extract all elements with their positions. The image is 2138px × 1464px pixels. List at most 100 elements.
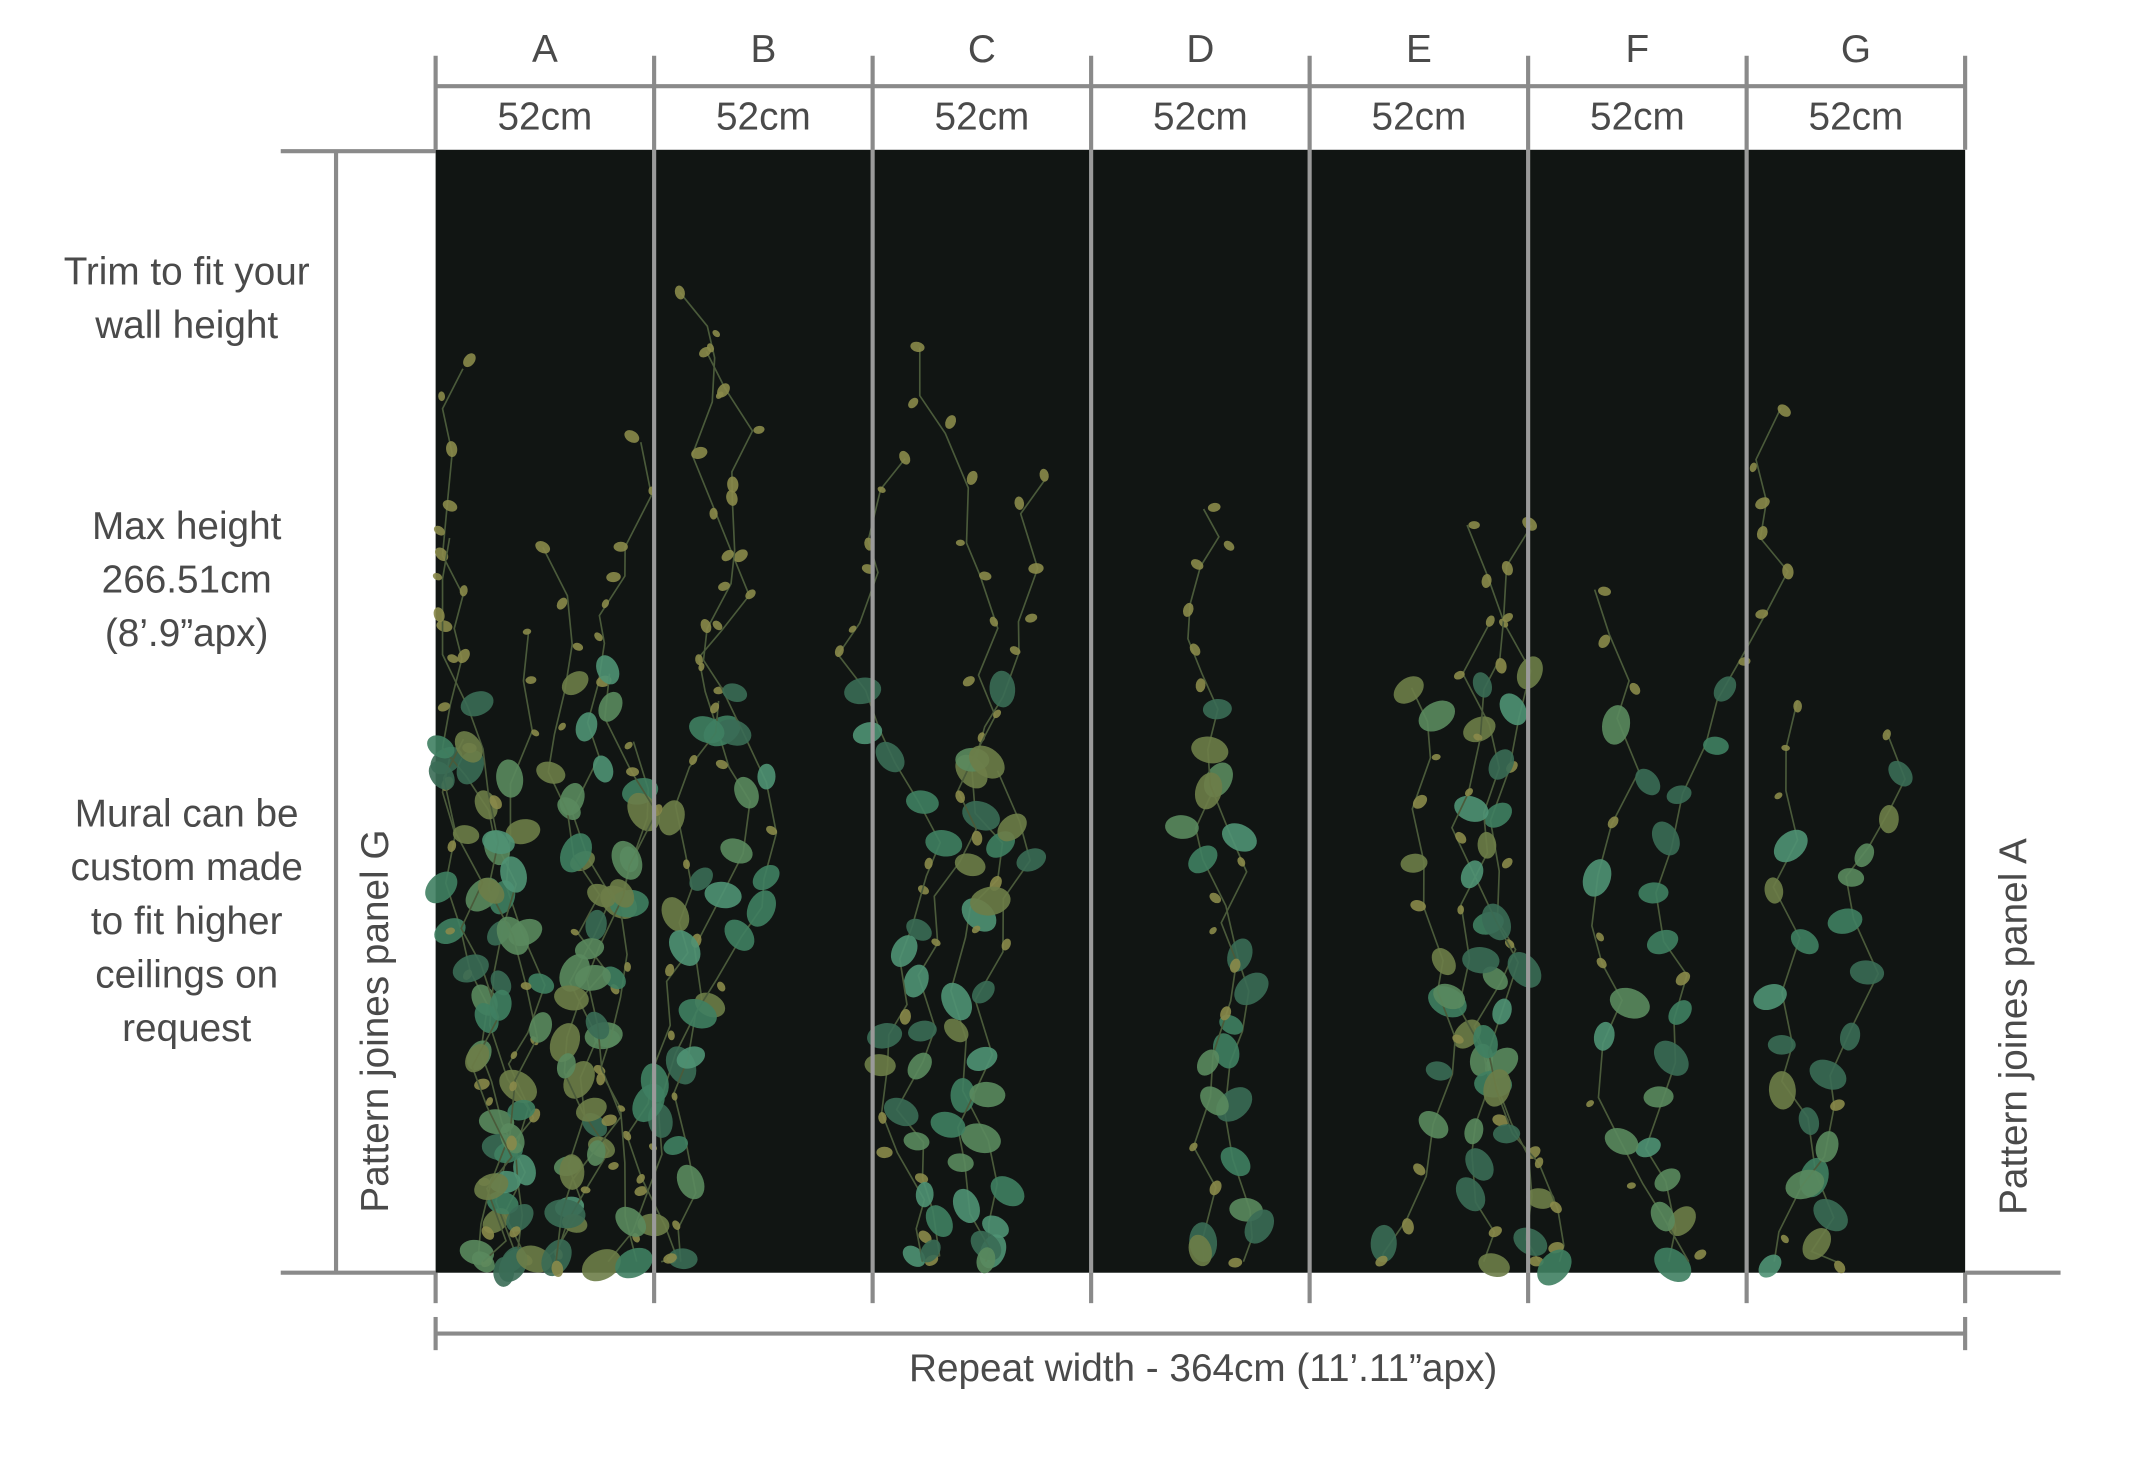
leaf	[1188, 845, 1218, 874]
leaf	[663, 1253, 677, 1264]
leaf	[522, 628, 532, 635]
dimensions	[280, 55, 2061, 1351]
leaf	[1196, 1049, 1220, 1076]
leaf	[575, 1097, 607, 1122]
leaf	[969, 1081, 1006, 1108]
note-line: custom made	[70, 846, 302, 889]
leaf	[1596, 932, 1605, 942]
leaf	[598, 691, 623, 722]
leaf	[465, 1043, 490, 1073]
leaf	[452, 825, 480, 844]
leaf	[1502, 613, 1513, 623]
leaf	[1593, 1021, 1615, 1051]
leaf	[528, 973, 555, 994]
panel-letter: B	[750, 28, 776, 71]
leaf	[968, 745, 1005, 779]
leaf	[436, 620, 453, 632]
vine	[1457, 626, 1501, 1262]
leaf	[1667, 1206, 1696, 1237]
leaf	[717, 383, 730, 398]
leaf	[452, 954, 489, 983]
leaf	[433, 525, 445, 536]
leaf	[438, 391, 446, 402]
leaf	[976, 1247, 996, 1274]
leaf	[1790, 929, 1819, 955]
panel-letter: C	[968, 28, 996, 71]
leaf	[1643, 1086, 1674, 1108]
leaf	[624, 741, 633, 750]
leaf	[1464, 788, 1473, 797]
leaf	[1400, 853, 1428, 873]
leaf	[1526, 1188, 1555, 1209]
note-line: Max height	[92, 505, 282, 548]
leaf	[733, 549, 748, 563]
leaf	[899, 1008, 911, 1025]
leaf	[636, 1173, 645, 1184]
leaf	[689, 867, 713, 891]
leaf	[1014, 496, 1025, 510]
leaf	[437, 702, 450, 712]
leaf	[1802, 1228, 1832, 1260]
leaf	[570, 928, 579, 936]
leaf	[962, 676, 975, 687]
leaf	[1482, 966, 1508, 990]
leaf	[531, 729, 540, 737]
leaf	[716, 719, 752, 746]
leaf	[1190, 559, 1204, 570]
leaf	[661, 897, 690, 932]
leaf	[1212, 1033, 1240, 1069]
leaf	[1755, 497, 1770, 510]
leaf	[587, 1140, 606, 1166]
leaf	[1773, 829, 1808, 863]
leaf	[1785, 1169, 1825, 1200]
leaf	[596, 655, 620, 685]
leaf	[601, 599, 610, 609]
leaf	[1755, 609, 1769, 619]
leaf	[1209, 1180, 1222, 1196]
leaf	[1402, 1218, 1414, 1235]
leaf	[1879, 805, 1899, 834]
leaf	[1854, 843, 1875, 868]
leaf	[1465, 1148, 1494, 1181]
leaf	[445, 927, 456, 935]
leaf	[710, 702, 720, 714]
leaf	[1767, 1035, 1796, 1055]
leaf	[632, 1083, 665, 1123]
leaf	[1550, 1201, 1562, 1214]
leaf	[1488, 1226, 1502, 1238]
leaf	[689, 716, 725, 744]
leaf	[1882, 729, 1891, 741]
note-line: ceilings on	[95, 954, 278, 997]
repeat-width-label: Repeat width - 364cm (11’.11”apx)	[909, 1347, 1497, 1390]
leaf	[954, 853, 986, 877]
leaf	[834, 645, 844, 658]
leaf	[1483, 1069, 1511, 1107]
leaf	[496, 916, 530, 955]
leaf	[587, 883, 616, 908]
leaf	[447, 654, 459, 663]
leaf	[1607, 816, 1619, 829]
leaf	[955, 790, 965, 803]
leaf	[549, 1023, 581, 1063]
left-join-label: Pattern joines panel G	[354, 829, 397, 1212]
leaf	[1189, 643, 1201, 656]
leaf	[510, 1051, 518, 1059]
leaf	[500, 856, 527, 893]
leaf	[574, 938, 605, 960]
leaf	[1780, 1234, 1789, 1244]
leaf	[482, 830, 515, 855]
leaf	[1753, 984, 1787, 1011]
leaf	[1454, 795, 1489, 822]
leaf	[961, 1123, 1001, 1154]
leaf	[1009, 646, 1021, 655]
leaf	[1431, 753, 1441, 761]
vine	[625, 700, 720, 1263]
note-line: wall height	[94, 304, 278, 347]
leaf	[746, 890, 776, 927]
right-join-label: Pattern joines panel A	[1993, 838, 2036, 1215]
leaf	[1488, 749, 1515, 780]
leaf	[917, 885, 929, 895]
leaf	[471, 1251, 495, 1273]
vine	[1591, 589, 1690, 1263]
